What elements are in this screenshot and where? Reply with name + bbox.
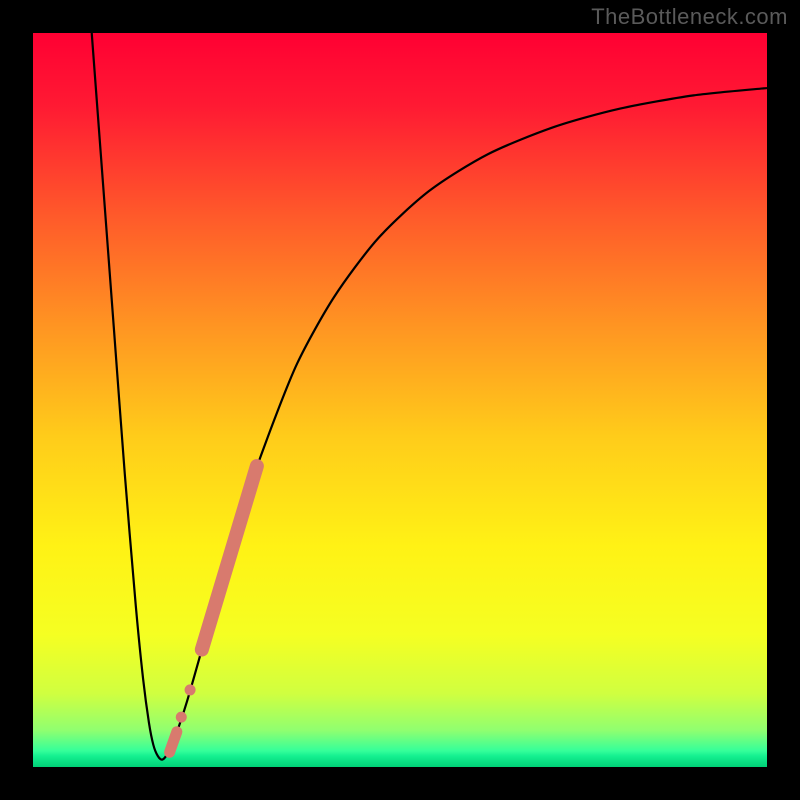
chart-container: TheBottleneck.com xyxy=(0,0,800,800)
bottleneck-chart xyxy=(0,0,800,800)
overlay-dot xyxy=(185,684,196,695)
watermark-text: TheBottleneck.com xyxy=(591,4,788,30)
plot-background-gradient xyxy=(33,33,767,767)
overlay-dot xyxy=(176,712,187,723)
overlay-segment xyxy=(170,732,177,753)
